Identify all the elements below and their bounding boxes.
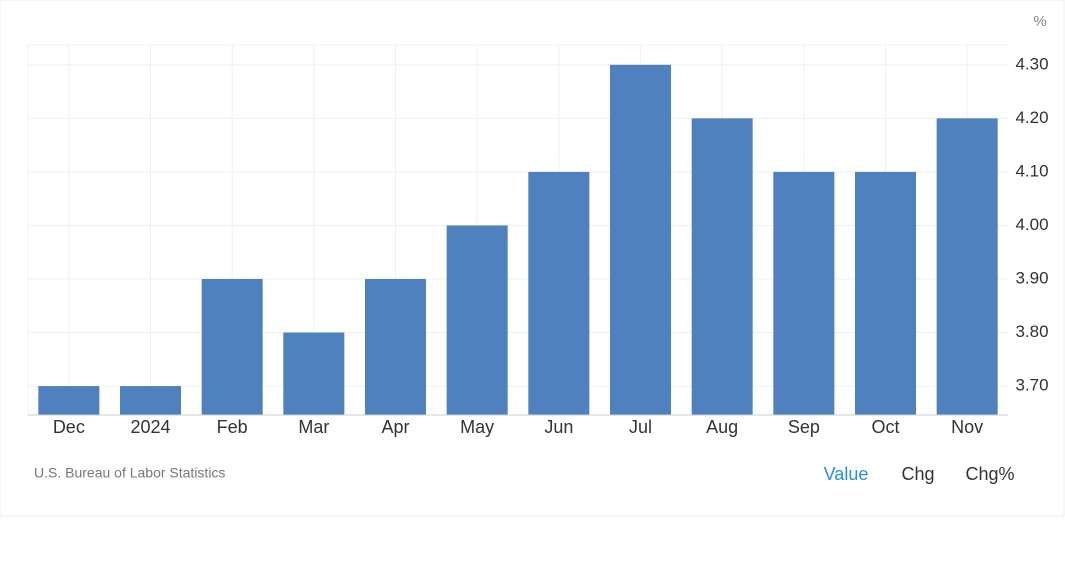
frame bbox=[0, 0, 1065, 517]
bar bbox=[691, 118, 753, 415]
view-button[interactable]: Value bbox=[824, 464, 869, 484]
view-button[interactable]: Chg bbox=[901, 464, 934, 484]
bar bbox=[201, 278, 263, 415]
y-tick-label: 3.70 bbox=[1015, 376, 1048, 395]
bar bbox=[120, 386, 181, 415]
bar bbox=[446, 225, 508, 415]
bar bbox=[610, 64, 671, 416]
x-tick-label: Aug bbox=[706, 417, 738, 437]
y-tick-label: 4.00 bbox=[1015, 215, 1048, 234]
x-tick-label: Oct bbox=[871, 417, 899, 437]
bar bbox=[936, 118, 998, 415]
source: U.S. Bureau of Labor Statistics bbox=[34, 465, 225, 481]
x-tick-label: Sep bbox=[788, 417, 820, 437]
x-tick-label: Jun bbox=[544, 417, 573, 437]
y-tick-label: 4.20 bbox=[1015, 108, 1048, 127]
y-tick-label: 3.80 bbox=[1015, 322, 1048, 341]
y-tick-label: 4.10 bbox=[1015, 161, 1048, 180]
bar bbox=[773, 171, 835, 415]
x-tick-label: Dec bbox=[53, 417, 85, 437]
x-tick-label: May bbox=[460, 417, 494, 437]
x-tick-label: Mar bbox=[298, 417, 329, 437]
x-tick-label: Nov bbox=[951, 417, 983, 437]
bar bbox=[283, 332, 345, 415]
bar bbox=[528, 171, 590, 415]
x-tick-label: Feb bbox=[217, 417, 248, 437]
unit-label: % bbox=[1033, 13, 1046, 30]
bar bbox=[855, 171, 916, 415]
bar bbox=[365, 278, 426, 415]
y-tick-label: 4.30 bbox=[1015, 54, 1048, 73]
bar bbox=[38, 386, 100, 415]
x-tick-label: 2024 bbox=[130, 417, 170, 437]
x-tick-label: Jul bbox=[629, 417, 652, 437]
x-tick-label: Apr bbox=[381, 417, 409, 437]
view-button[interactable]: Chg% bbox=[965, 464, 1014, 484]
y-tick-label: 3.90 bbox=[1015, 268, 1048, 287]
